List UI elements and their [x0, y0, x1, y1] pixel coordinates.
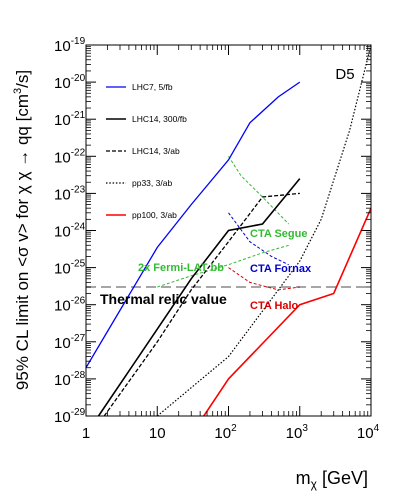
y-tick-label: 10-21	[54, 110, 86, 129]
y-tick-label: 10-22	[54, 147, 86, 166]
y-tick-label-base: 10	[54, 224, 71, 241]
legend-entry: LHC14, 300/fb	[132, 114, 187, 124]
indirect-curve	[228, 212, 289, 266]
y-tick-label-exp: -29	[71, 407, 86, 418]
x-tick-label-base: 10	[286, 425, 303, 442]
y-tick-label: 10-25	[54, 259, 86, 278]
y-tick-label-exp: -28	[71, 370, 86, 381]
x-tick-label-base: 10	[149, 425, 166, 442]
y-tick-label-exp: -23	[71, 184, 86, 195]
indirect-label: CTA Fornax	[250, 263, 312, 275]
legend-entry: pp33, 3/ab	[132, 178, 172, 188]
legend-entry: LHC7, 5/fb	[132, 82, 173, 92]
y-tick-label-exp: -24	[71, 222, 86, 233]
curves	[86, 45, 371, 416]
y-tick-label: 10-29	[54, 407, 86, 426]
x-axis-title-main: m	[296, 468, 311, 488]
y-axis-title-end: /s]	[13, 70, 32, 88]
y-axis-title-sup: 3	[12, 88, 24, 94]
y-tick-label: 10-24	[54, 222, 86, 241]
x-tick-label-base: 10	[357, 425, 374, 442]
axes: 1 10 102 103 10410-2910-2810-2710-2610-2510-…	[54, 36, 380, 442]
x-tick-label: 1	[82, 425, 90, 442]
y-tick-label-exp: -19	[71, 36, 86, 47]
indirect-label: CTA Halo	[250, 300, 299, 312]
legend-entry: pp100, 3/ab	[132, 210, 177, 220]
y-tick-label: 10-23	[54, 184, 86, 203]
y-tick-label-base: 10	[54, 75, 71, 92]
x-tick-label: 103	[286, 423, 309, 442]
y-axis-title-main: 95% CL limit on <σ v> for χ χ	[13, 171, 32, 390]
y-tick-label-base: 10	[54, 372, 71, 389]
y-axis-title: 95% CL limit on <σ v> for χ χ → qq [cm3/…	[12, 70, 32, 390]
y-tick-label-exp: -21	[71, 110, 86, 121]
legend-entry: LHC14, 3/ab	[132, 146, 180, 156]
x-tick-label-exp: 4	[374, 423, 380, 434]
series-line	[97, 178, 301, 416]
y-tick-label-base: 10	[54, 112, 71, 129]
y-tick-label-base: 10	[54, 409, 71, 426]
panel-label: D5	[335, 66, 354, 83]
y-tick-label-base: 10	[54, 261, 71, 278]
series-line	[156, 45, 371, 416]
y-tick-label-exp: -20	[71, 73, 86, 84]
y-tick-label-base: 10	[54, 298, 71, 315]
y-tick-label-base: 10	[54, 149, 71, 166]
y-tick-label: 10-20	[54, 73, 86, 92]
x-tick-label: 102	[214, 423, 237, 442]
y-tick-label-base: 10	[54, 335, 71, 352]
y-tick-label: 10-19	[54, 36, 86, 55]
y-tick-label: 10-27	[54, 333, 86, 352]
indirect-curve	[228, 156, 290, 225]
x-tick-label: 104	[357, 423, 380, 442]
y-tick-label-exp: -27	[71, 333, 86, 344]
indirect-label: 2x Fermi-LAT bb	[138, 262, 224, 274]
indirect-curve	[228, 267, 300, 291]
series-line	[103, 192, 300, 416]
curve-labels: Thermal relic value CTA Segue CTA Fornax CT…	[100, 228, 312, 312]
y-tick-label-exp: -25	[71, 259, 86, 270]
x-tick-label-exp: 2	[231, 423, 237, 434]
series-line	[203, 207, 371, 416]
y-tick-label: 10-26	[54, 296, 86, 315]
thermal-relic-label: Thermal relic value	[100, 291, 227, 307]
x-tick-label: 10	[149, 425, 166, 442]
y-tick-label: 10-28	[54, 370, 86, 389]
x-tick-label-base: 1	[82, 425, 90, 442]
y-tick-label-base: 10	[54, 186, 71, 203]
y-tick-label-exp: -26	[71, 296, 86, 307]
y-tick-label-base: 10	[54, 38, 71, 55]
y-tick-label-exp: -22	[71, 147, 86, 158]
x-tick-label-exp: 3	[302, 423, 308, 434]
y-axis-title-tail: → qq [cm	[13, 94, 32, 171]
x-axis-title: mχ [GeV]	[296, 468, 368, 491]
legend: LHC7, 5/fb LHC14, 300/fb LHC14, 3/ab pp33, …	[106, 82, 187, 220]
series-line	[86, 81, 301, 369]
x-tick-label-base: 10	[214, 425, 231, 442]
x-axis-title-unit: [GeV]	[317, 468, 368, 488]
indirect-label: CTA Segue	[250, 228, 307, 240]
x-axis-title-sub: χ	[311, 477, 318, 491]
